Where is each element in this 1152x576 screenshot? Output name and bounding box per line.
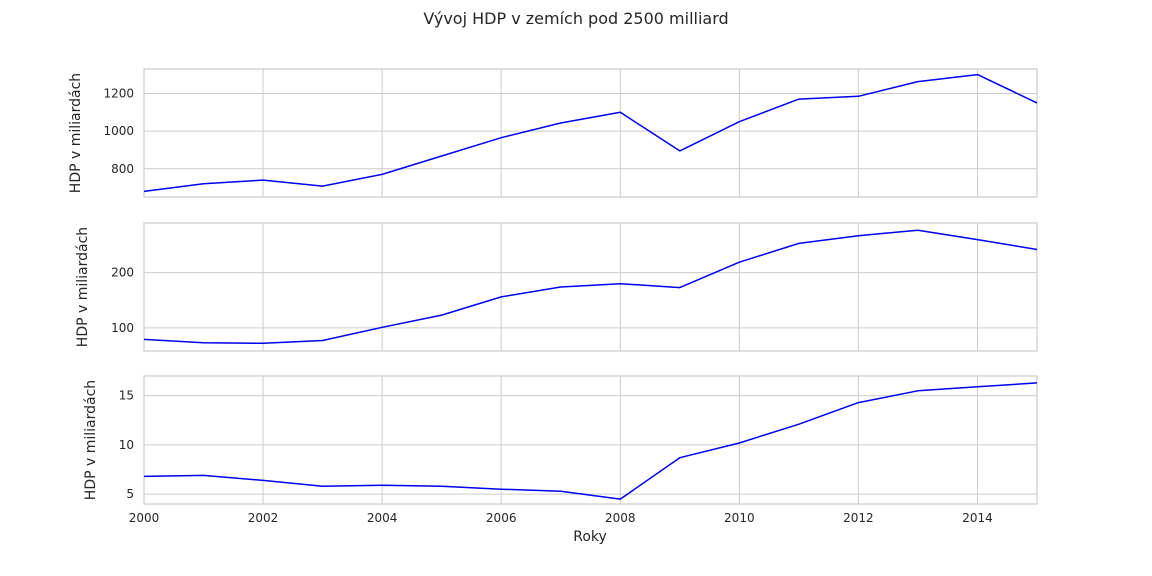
x-tick-label: 2010 xyxy=(724,511,755,525)
panel-3: 5 10 15 HDP v miliardách xyxy=(83,375,1038,505)
y-tick-label: 5 xyxy=(126,487,134,501)
plot-frame xyxy=(143,68,1038,198)
x-tick-label: 2000 xyxy=(129,511,160,525)
y-tick-label: 15 xyxy=(119,389,134,403)
x-axis-label: Roky xyxy=(573,529,607,545)
series-line xyxy=(143,382,1038,500)
y-tick-label: 100 xyxy=(111,321,134,335)
x-tick-label: 2012 xyxy=(843,511,874,525)
x-tick-label: 2014 xyxy=(962,511,993,525)
x-tick-label: 2006 xyxy=(486,511,517,525)
panel-1: 800 1000 1200 HDP v miliardách xyxy=(68,68,1038,198)
y-axis-label: HDP v miliardách xyxy=(83,380,99,500)
x-tick-label: 2004 xyxy=(367,511,398,525)
y-tick-label: 1000 xyxy=(103,124,134,138)
chart-title: Vývoj HDP v zemích pod 2500 milliard xyxy=(423,9,728,28)
y-axis-label: HDP v miliardách xyxy=(75,227,91,347)
y-tick-label: 10 xyxy=(119,438,134,452)
series-line xyxy=(143,73,1038,193)
y-tick-label: 1200 xyxy=(103,86,134,100)
plot-frame xyxy=(143,375,1038,505)
x-tick-label: 2008 xyxy=(605,511,636,525)
y-axis-label: HDP v miliardách xyxy=(68,73,84,193)
panel-2: 100 200 HDP v miliardách xyxy=(75,222,1038,352)
x-tick-label: 2002 xyxy=(248,511,279,525)
panels-layer: 800 1000 1200 HDP v miliardách 100 200 HDP v m… xyxy=(68,68,1038,525)
y-tick-label: 200 xyxy=(111,266,134,280)
plot-frame xyxy=(143,222,1038,352)
y-tick-label: 800 xyxy=(111,162,134,176)
series-line xyxy=(143,229,1038,345)
